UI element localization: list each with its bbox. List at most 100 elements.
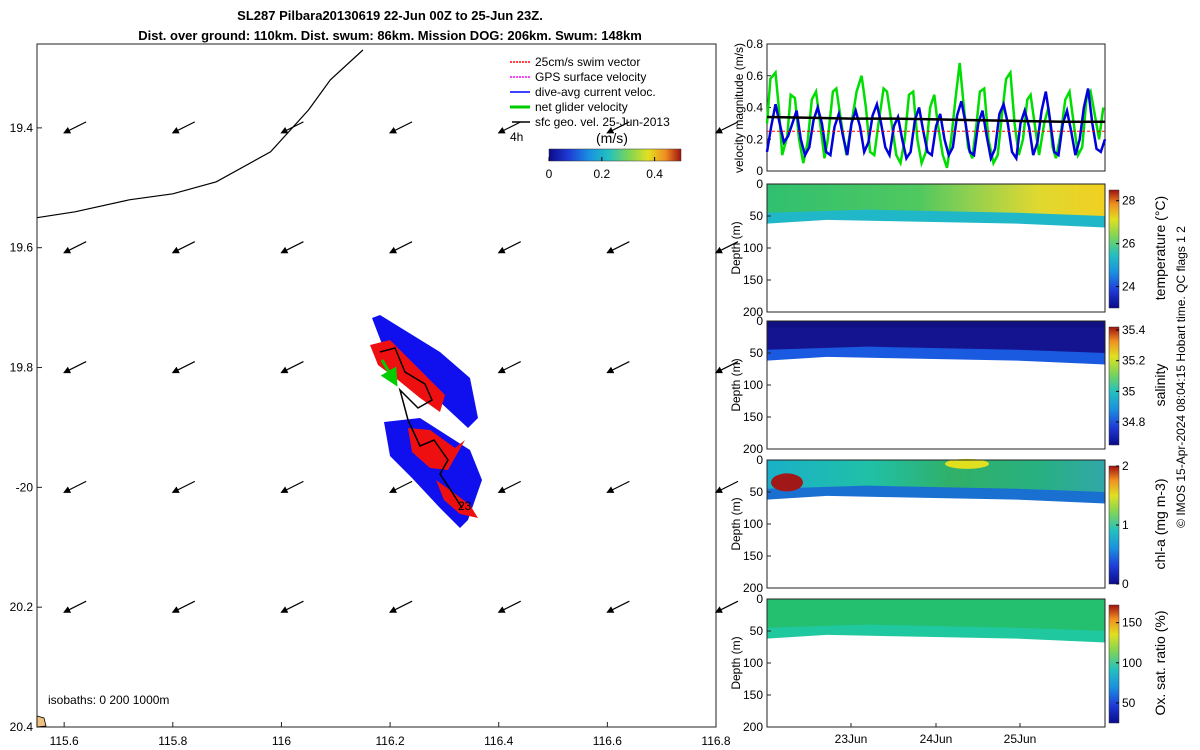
- velocity-y-tick-label: 0.4: [746, 101, 763, 115]
- section-ylabel: Depth (m): [729, 497, 743, 550]
- section-cb-tick-label: 150: [1122, 616, 1142, 630]
- velocity-line-net-glider-velocity: [765, 62, 1105, 169]
- section-colorbar: [1108, 326, 1120, 446]
- map-legend: 25cm/s swim vector GPS surface velocity …: [510, 55, 682, 181]
- map-y-tick-label: -20: [16, 480, 34, 494]
- title-line-1: SL287 Pilbara20130619 22-Jun 00Z to 25-J…: [237, 8, 543, 23]
- geo-vector-arrow: [606, 600, 630, 613]
- net-velocity-arrow: [380, 359, 398, 387]
- map-x-tick-label: 116.6: [593, 734, 622, 748]
- velocity-y-tick-label: 0.2: [746, 132, 763, 146]
- velocity-y-tick-label: 0: [756, 164, 763, 178]
- geo-vector-arrow: [280, 360, 304, 374]
- track-blue-upper: [372, 315, 478, 428]
- speed-cb-tick-label: 0.2: [593, 167, 610, 181]
- coastline: [36, 49, 364, 219]
- land-patch: [36, 715, 47, 728]
- salinity-top-band: [767, 321, 1105, 328]
- map-x-tick-label: 115.6: [50, 734, 79, 748]
- chl-maximum-patch: [771, 473, 803, 492]
- geo-vector-arrow: [171, 480, 196, 493]
- section-cb-tick-label: 100: [1122, 656, 1142, 670]
- legend-gps-velocity: GPS surface velocity: [535, 70, 646, 84]
- section-cb-tick-label: 2: [1122, 459, 1129, 473]
- section-y-tick-label: 200: [743, 720, 763, 734]
- section-data-upper: [767, 460, 1105, 492]
- map-x-ticks: 115.6 115.8 116 116.2 116.4 116.6 116.8: [50, 722, 731, 748]
- section-panel-2: 0 50 100 150 200 Depth (m) 24 26 28 temperature (…: [729, 177, 1168, 319]
- section-cb-tick-label: 24: [1122, 280, 1136, 294]
- geo-vector-arrow: [714, 600, 739, 613]
- glider-track: 23: [370, 315, 482, 528]
- section-panel-3: 0 50 100 150 200 Depth (m) 34.8 35 35.2 35.4 salin…: [729, 314, 1168, 456]
- section-x-tick-label: 25Jun: [1004, 732, 1037, 746]
- velocity-series: [765, 62, 1107, 169]
- legend-swim-vector: 25cm/s swim vector: [535, 55, 640, 69]
- section-colorbar-label: Ox. sat. ratio (%): [1152, 610, 1168, 715]
- section-data-upper: [767, 599, 1105, 631]
- section-y-tick-label: 200: [743, 442, 763, 456]
- map-y-tick-label: 19.4: [10, 121, 34, 135]
- map-y-tick-label: 19.8: [10, 361, 34, 375]
- section-y-tick-label: 0: [756, 453, 763, 467]
- map-y-tick-label: 20.4: [10, 720, 34, 734]
- chl-surface-patch: [945, 458, 989, 469]
- speed-colorbar-ticks: 0 0.2 0.4: [546, 157, 663, 181]
- velocity-y-ticks: 0 0.2 0.4 0.6 0.8: [746, 37, 771, 178]
- section-cb-tick-label: 34.8: [1122, 415, 1146, 429]
- track-red-upper: [370, 340, 445, 412]
- geo-vector-arrow: [714, 480, 739, 493]
- duration-label: 4h: [510, 130, 523, 144]
- speed-colorbar-label: (m/s): [596, 130, 628, 146]
- geo-vector-arrow: [497, 360, 521, 374]
- chart-title: SL287 Pilbara20130619 22-Jun 00Z to 25-J…: [0, 6, 780, 46]
- geo-vector-arrow: [606, 241, 630, 254]
- section-data-upper: [767, 321, 1105, 353]
- velocity-line-sfc-geo-vel-: [766, 115, 1105, 124]
- map-y-tick-label: 20.2: [10, 600, 34, 614]
- velocity-ylabel: velocity magnitude (m/s): [732, 43, 746, 173]
- geo-vector-arrow: [63, 121, 87, 134]
- geo-vector-arrow: [389, 121, 413, 134]
- geo-vector-arrow: [63, 241, 87, 254]
- geo-vector-arrow: [497, 121, 521, 134]
- section-cb-tick-label: 1: [1122, 518, 1129, 532]
- geo-vector-arrow: [389, 480, 413, 493]
- isobath-label: isobaths: 0 200 1000m: [48, 693, 169, 707]
- section-cb-tick-label: 35.2: [1122, 354, 1146, 368]
- speed-colorbar: [548, 148, 682, 162]
- section-y-tick-label: 50: [750, 624, 764, 638]
- geo-vector-arrow: [606, 121, 630, 134]
- title-line-2: Dist. over ground: 110km. Dist. swum: 86…: [138, 28, 642, 43]
- section-y-tick-label: 200: [743, 581, 763, 595]
- geo-vector-arrow: [714, 241, 739, 254]
- map-x-tick-label: 116.4: [484, 734, 513, 748]
- section-colorbar-label: chl-a (mg m-3): [1152, 478, 1168, 569]
- geo-vector-arrow: [389, 600, 413, 613]
- velocity-line-dive-avg-current-veloc-: [765, 88, 1107, 163]
- section-y-tick-label: 100: [743, 656, 763, 670]
- geo-vector-arrow: [389, 241, 413, 254]
- section-y-tick-label: 150: [743, 410, 763, 424]
- track-end-label: 23: [458, 499, 472, 513]
- section-data-upper: [767, 184, 1105, 216]
- section-ylabel: Depth (m): [729, 636, 743, 689]
- map-panel: 115.6 115.8 116 116.2 116.4 116.6 116.8 19.419…: [10, 43, 739, 748]
- section-y-tick-label: 150: [743, 549, 763, 563]
- geo-vector-arrow: [171, 360, 196, 374]
- copyright-text: © IMOS 15-Apr-2024 08:04:15 Hobart time.…: [1174, 226, 1188, 528]
- section-y-tick-label: 150: [743, 688, 763, 702]
- section-cb-tick-label: 50: [1122, 696, 1136, 710]
- section-y-tick-label: 0: [756, 592, 763, 606]
- section-cb-tick-label: 28: [1122, 194, 1136, 208]
- map-x-tick-label: 115.8: [158, 734, 187, 748]
- map-frame: [36, 43, 717, 728]
- geo-vector-arrow: [714, 121, 739, 134]
- section-y-tick-label: 50: [750, 485, 764, 499]
- section-y-tick-label: 100: [743, 378, 763, 392]
- track-red-middle: [408, 428, 465, 470]
- velocity-y-tick-label: 0.6: [746, 69, 763, 83]
- track-line: [379, 347, 463, 509]
- geo-vector-arrow: [497, 480, 521, 493]
